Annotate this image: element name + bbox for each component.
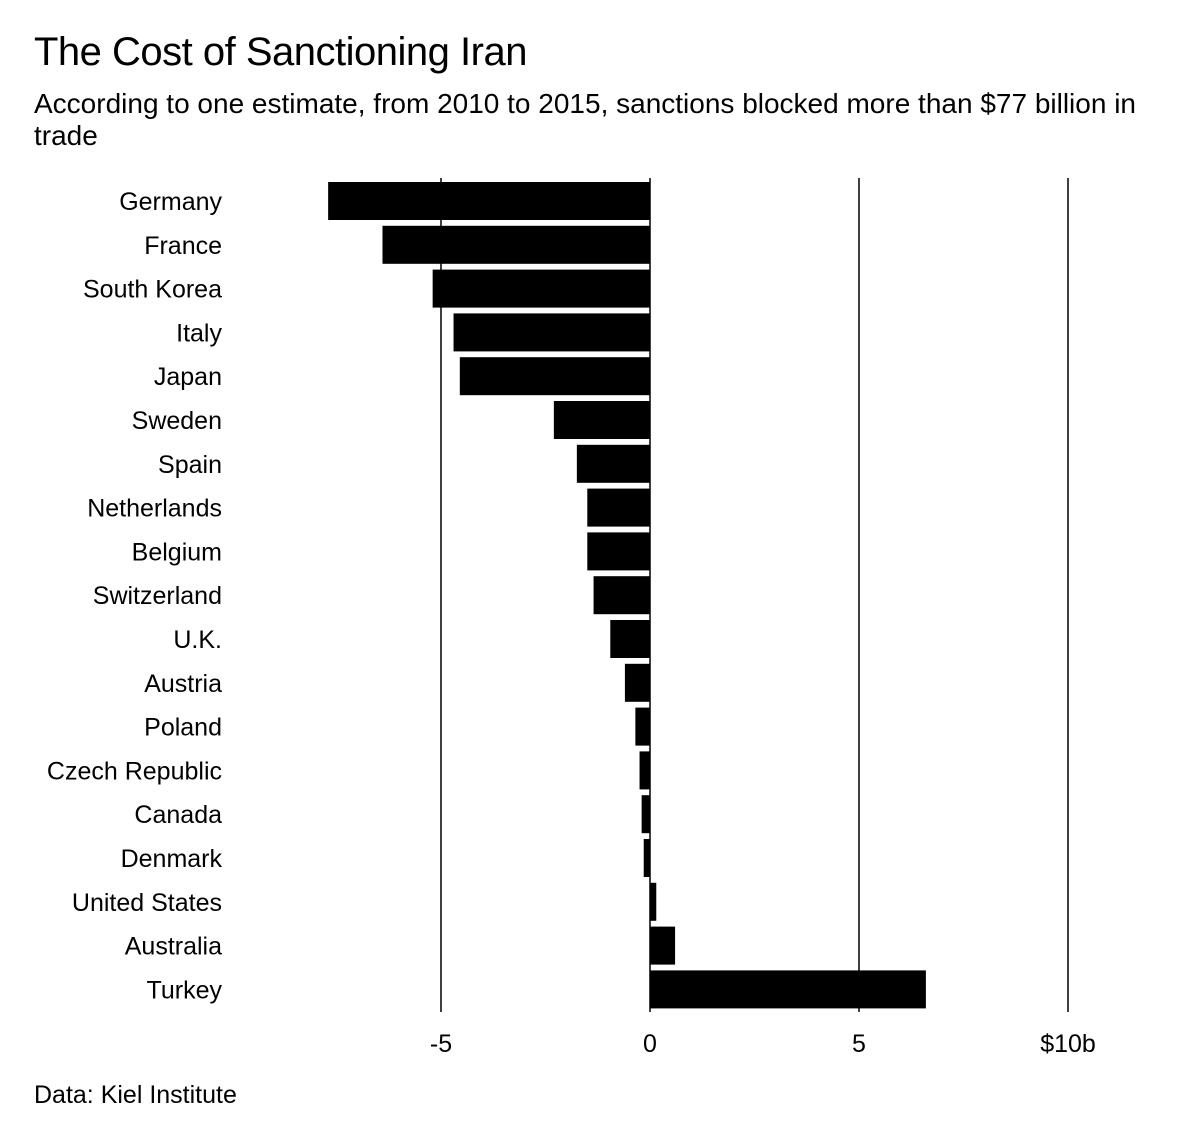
bars (328, 182, 926, 1009)
bar-switzerland (593, 576, 650, 615)
category-label-united-states: United States (72, 889, 222, 917)
x-axis-ticks: -5 0 5 $10b (430, 1030, 1096, 1058)
bar-spain (576, 444, 650, 483)
bar-canada (641, 795, 650, 834)
category-label-netherlands: Netherlands (87, 495, 222, 523)
bar-south-korea (432, 269, 650, 308)
category-label-denmark: Denmark (121, 845, 223, 873)
bar-france (382, 225, 650, 264)
category-label-japan: Japan (154, 363, 222, 391)
category-label-switzerland: Switzerland (93, 582, 222, 610)
category-label-australia: Australia (125, 933, 222, 961)
bar-poland (635, 707, 650, 746)
category-label-italy: Italy (176, 319, 222, 347)
x-tick-label-10b: $10b (1040, 1030, 1096, 1058)
category-label-belgium: Belgium (132, 538, 222, 566)
bar-sweden (553, 401, 650, 439)
bar-australia (650, 926, 676, 965)
category-label-canada: Canada (134, 801, 222, 829)
bar-japan (459, 357, 650, 396)
category-label-sweden: Sweden (132, 407, 222, 435)
category-labels: Germany France South Korea Italy Japan Sweden… (47, 188, 223, 1004)
category-label-turkey: Turkey (147, 976, 223, 1004)
x-tick-label-5: -5 (430, 1030, 452, 1058)
category-label-czech-republic: Czech Republic (47, 757, 222, 785)
chart-title: The Cost of Sanctioning Iran (34, 30, 527, 74)
bar-united-states (650, 882, 657, 921)
bar-u-k (610, 620, 650, 658)
bar-belgium (587, 532, 650, 571)
category-label-france: France (144, 232, 222, 260)
category-label-south-korea: South Korea (83, 276, 222, 304)
category-label-austria: Austria (144, 670, 222, 698)
bar-czech-republic (639, 751, 650, 790)
category-label-spain: Spain (158, 451, 222, 479)
category-label-germany: Germany (119, 188, 222, 216)
category-label-u-k: U.K. (173, 626, 222, 654)
bar-turkey (650, 970, 926, 1009)
source-note: Data: Kiel Institute (34, 1081, 237, 1109)
bar-germany (328, 182, 650, 220)
category-label-poland: Poland (144, 714, 222, 742)
bar-denmark (643, 839, 650, 877)
bar-austria (624, 663, 650, 702)
bar-netherlands (587, 488, 650, 527)
x-tick-label-5: 5 (852, 1030, 866, 1058)
x-tick-label-0: 0 (643, 1030, 657, 1058)
bar-italy (453, 313, 650, 352)
chart-subtitle: According to one estimate, from 2010 to … (34, 88, 1136, 151)
